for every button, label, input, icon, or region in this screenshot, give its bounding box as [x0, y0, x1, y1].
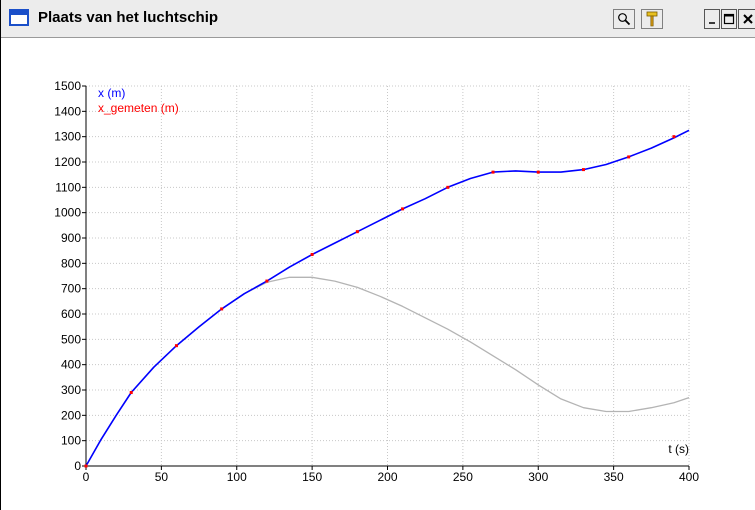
legend: x (m)x_gemeten (m)	[98, 86, 179, 115]
y-tick-label: 1000	[54, 206, 81, 220]
y-tick-label: 400	[61, 358, 81, 372]
zoom-button[interactable]	[613, 9, 635, 29]
data-point-x-gemeten	[536, 170, 540, 174]
x-tick-label: 200	[377, 470, 397, 484]
series-line-x	[85, 129, 690, 467]
data-point-x-gemeten	[265, 279, 269, 283]
magnifier-icon	[618, 13, 631, 26]
y-tick-label: 1200	[54, 155, 81, 169]
data-point-x-gemeten	[355, 230, 359, 234]
minimize-icon	[709, 22, 715, 24]
x-tick-label: 350	[604, 470, 624, 484]
x-tick-label: 50	[155, 470, 169, 484]
data-point-x-gemeten	[310, 252, 314, 256]
y-tick-label: 600	[61, 307, 81, 321]
y-tick-label: 700	[61, 282, 81, 296]
maximize-icon	[723, 13, 735, 25]
minimize-button[interactable]	[704, 9, 720, 29]
data-point-x-gemeten	[84, 464, 88, 468]
y-tick-label: 1500	[54, 79, 81, 93]
y-tick-label: 500	[61, 332, 81, 346]
series-layer	[84, 129, 690, 468]
data-point-x-gemeten	[627, 155, 631, 159]
y-tick-label: 200	[61, 408, 81, 422]
x-tick-label: 400	[679, 470, 699, 484]
y-tick-label: 900	[61, 231, 81, 245]
x-tick-label: 250	[453, 470, 473, 484]
y-tick-label: 300	[61, 383, 81, 397]
hammer-icon	[646, 11, 658, 27]
window-icon	[9, 9, 29, 26]
legend-entry: x (m)	[98, 86, 125, 100]
x-tick-label: 150	[302, 470, 322, 484]
y-tick-label: 100	[61, 434, 81, 448]
title-bar[interactable]: Plaats van het luchtschip	[1, 0, 755, 38]
y-tick-label: 800	[61, 256, 81, 270]
x-tick-label: 100	[227, 470, 247, 484]
x-tick-label: 0	[83, 470, 90, 484]
legend-entry: x_gemeten (m)	[98, 101, 179, 115]
data-point-x-gemeten	[401, 207, 405, 211]
close-icon	[742, 14, 753, 24]
close-button[interactable]	[738, 9, 755, 29]
x-axis-label: t (s)	[668, 442, 689, 456]
y-tick-label: 1300	[54, 130, 81, 144]
x-tick-label: 300	[528, 470, 548, 484]
data-point-x-gemeten	[491, 170, 495, 174]
axes: 0100200300400500600700800900100011001200…	[54, 79, 699, 484]
window-title: Plaats van het luchtschip	[38, 9, 219, 26]
settings-button[interactable]	[641, 9, 663, 29]
y-tick-label: 0	[74, 459, 81, 473]
data-point-x-gemeten	[672, 135, 676, 139]
data-point-x-gemeten	[174, 344, 178, 348]
grid	[86, 85, 690, 466]
y-tick-label: 1400	[54, 104, 81, 118]
data-point-x-gemeten	[581, 168, 585, 172]
data-point-x-gemeten	[220, 307, 224, 311]
data-point-x-gemeten	[446, 185, 450, 189]
y-tick-label: 1100	[55, 180, 81, 194]
data-point-x-gemeten	[129, 391, 133, 395]
maximize-button[interactable]	[721, 9, 737, 29]
